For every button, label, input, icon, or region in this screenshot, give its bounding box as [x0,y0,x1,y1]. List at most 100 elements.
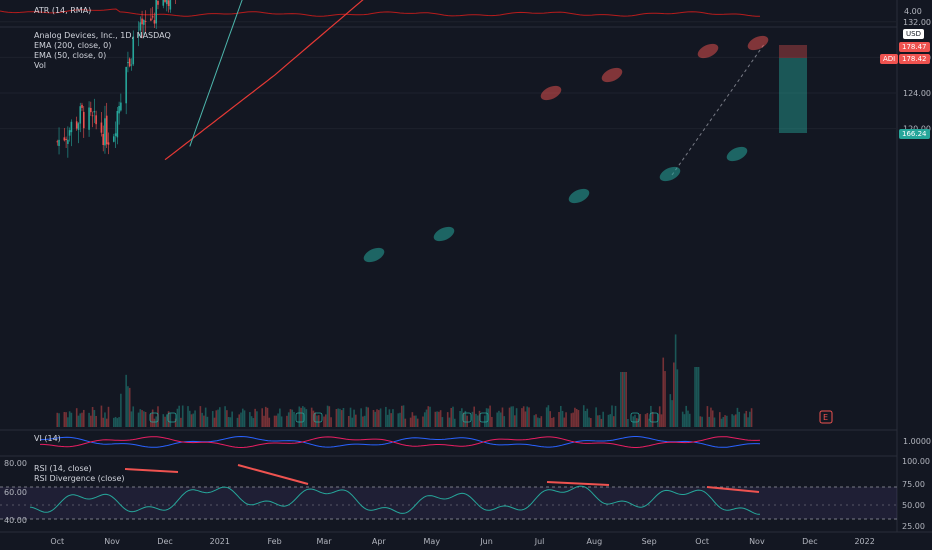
volume-bar [335,409,338,427]
volume-bar [273,415,276,427]
volume-bar [227,416,230,427]
event-marker[interactable] [167,412,177,423]
volume-bar [252,418,255,427]
candle-body [118,106,120,114]
currency-tag[interactable]: USD [903,29,924,39]
volume-legend[interactable]: Vol [34,61,46,70]
ema50-price-tag: 166.24 [899,129,930,139]
candle-body [100,122,103,133]
event-marker[interactable] [295,412,305,423]
volume-bar [81,412,83,427]
volume-bar [446,412,449,427]
vi-legend-label[interactable]: VI (14) [34,434,61,443]
event-marker[interactable] [313,412,323,423]
volume-bar [720,418,723,427]
candle-body [167,0,170,7]
volume-bar [113,417,115,427]
volume-bar [250,416,253,427]
volume-bar [574,407,576,427]
support-touch-marker[interactable] [431,224,456,244]
volume-bar [489,405,491,427]
candle-body [125,66,127,104]
position-loss-box[interactable] [779,45,807,58]
support-touch-marker[interactable] [566,186,591,206]
volume-bar [697,367,700,427]
volume-bar [699,416,702,427]
volume-bar [190,414,193,427]
volume-bar [328,406,331,427]
candle-body [58,139,60,146]
rsi-divergence-2[interactable] [237,464,309,485]
price-pane[interactable]: 00.2360.3820.50.6180.7861.6182.618 E 120… [0,0,931,427]
volume-bar [287,412,290,427]
volume-bar [514,415,516,427]
volume-bar [498,410,500,427]
earnings-label: E [823,413,828,422]
candle-body [164,0,166,2]
volume-bar [303,407,306,427]
volume-bar [400,405,403,427]
candle-body [107,142,110,145]
volume-bar [404,418,407,427]
time-axis[interactable]: Oct Nov Dec 2021 Feb Mar Apr May Jun Jul Aug Sep Oct… [50,537,874,546]
volume-bar [590,418,592,427]
earnings-marker-e[interactable]: E [819,410,833,424]
volume-bar [141,410,143,427]
support-touch-marker[interactable] [361,245,386,265]
volume-bar [595,407,597,427]
event-marker[interactable] [462,412,472,423]
volume-bar [409,417,412,427]
rsi-divergence-legend[interactable]: RSI Divergence (close) [34,474,125,483]
volume-bar [476,415,479,427]
volume-bar [349,407,352,427]
resistance-touch-marker[interactable] [538,83,563,103]
resistance-touch-marker[interactable] [599,65,624,85]
volume-bar [367,407,370,427]
volume-bar [687,410,689,427]
support-touch-marker[interactable] [657,164,682,184]
time-tick-label: Mar [316,537,332,546]
event-marker[interactable] [479,412,489,423]
candle-body [150,18,152,21]
rsi-legend-label[interactable]: RSI (14, close) [34,464,92,473]
event-marker[interactable] [630,412,640,423]
volume-bar [512,406,514,427]
volume-bar [462,412,465,427]
time-tick-label: Nov [749,537,765,546]
volume-bar [545,407,548,427]
volume-bar [219,407,221,427]
volume-bar [63,412,66,427]
volume-bar [584,410,587,427]
volume-bar [312,410,315,427]
resistance-touch-marker[interactable] [745,33,770,53]
volume-bar [561,410,564,427]
volume-bar [298,406,301,427]
candle-body [162,0,165,6]
time-tick-label: Oct [50,537,64,546]
ema50-legend[interactable]: EMA (50, close, 0) [34,51,107,60]
symbol-title[interactable]: Analog Devices, Inc., 1D, NASDAQ [34,31,171,40]
volume-bar [411,412,414,427]
candle-body [137,34,140,37]
volume-bar [701,416,703,427]
rsi-divergence-4[interactable] [706,486,760,493]
ema200-legend[interactable]: EMA (200, close, 0) [34,41,112,50]
atr-legend: ATR (14, RMA) [34,6,91,16]
time-tick-label: Feb [267,537,281,546]
candle-body [65,138,67,140]
volume-bar [88,412,90,427]
rsi-divergence-3[interactable] [546,481,610,486]
support-touch-marker[interactable] [724,144,749,164]
resistance-touch-marker[interactable] [695,41,720,61]
volume-bar [634,414,636,427]
event-marker[interactable] [149,412,159,423]
candle-body [81,104,83,108]
rsi-right-tick: 50.00 [902,501,925,510]
fib-trend-line[interactable] [671,42,766,176]
event-marker[interactable] [649,412,659,423]
volume-bar [151,409,154,427]
position-profit-box[interactable] [779,58,807,133]
rsi-divergence-1[interactable] [124,468,179,473]
volume-bar [187,406,189,427]
